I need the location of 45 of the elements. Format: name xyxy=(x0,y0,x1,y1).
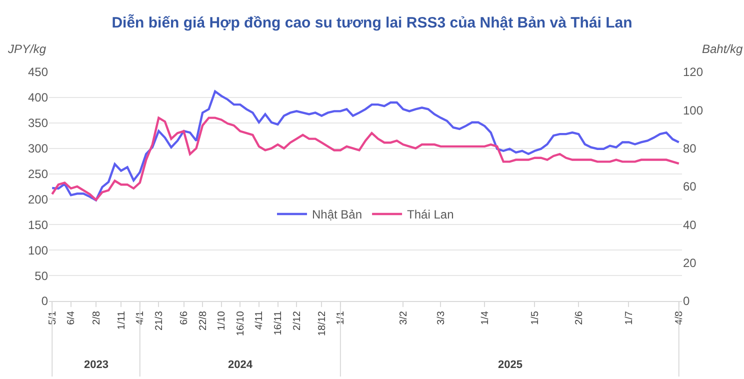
x-tick-label: 4/11 xyxy=(254,310,266,330)
y-axis-title: JPY/kg xyxy=(7,42,46,56)
legend-label: Thái Lan xyxy=(407,208,454,222)
x-tick-label: 1/11 xyxy=(116,310,128,330)
y2-tick-label: 100 xyxy=(683,103,704,118)
x-tick-label: 6/6 xyxy=(179,310,190,325)
x-tick-label: 6/4 xyxy=(66,310,78,325)
x-tick-label: 18/12 xyxy=(316,310,328,336)
y-tick-label: 100 xyxy=(28,243,48,258)
y-tick-label: 0 xyxy=(41,294,48,308)
chart-title: Diễn biến giá Hợp đồng cao su tương lai RSS3 của Nhật Bản và Thái Lan xyxy=(112,14,632,32)
x-tick-label: 21/3 xyxy=(154,310,165,330)
y2-tick-label: 120 xyxy=(683,65,704,80)
y2-axis-title: Baht/kg xyxy=(702,42,744,56)
x-tick-label: 1/4 xyxy=(480,310,491,325)
text: 2024 xyxy=(228,359,254,371)
x-tick-label: 16/10 xyxy=(235,310,246,336)
x-tick-label: 1/7 xyxy=(624,310,635,325)
x-tick-label: 2/8 xyxy=(91,310,102,325)
legend-label: Nhật Bản xyxy=(312,208,362,222)
x-tick-label: 16/11 xyxy=(273,310,284,336)
text: 2023 xyxy=(84,359,108,371)
y-tick-label: 450 xyxy=(28,65,48,80)
y-tick-label: 200 xyxy=(28,192,48,206)
y2-tick-label: 40 xyxy=(683,218,697,232)
y-tick-label: 300 xyxy=(28,142,48,156)
x-tick-label: 3/3 xyxy=(436,310,447,325)
y-tick-label: 350 xyxy=(28,116,48,130)
x-tick-label: 2/12 xyxy=(292,310,303,330)
x-tick-label: 22/8 xyxy=(198,310,209,330)
x-tick-label: 1/10 xyxy=(216,310,228,330)
x-tick-label: 1/5 xyxy=(530,310,541,325)
y2-tick-label: 80 xyxy=(683,142,697,156)
x-tick-label: 2/6 xyxy=(574,310,585,325)
y2-tick-label: 60 xyxy=(683,180,697,194)
y2-tick-label: 0 xyxy=(683,294,690,308)
x-tick-label: 3/2 xyxy=(398,310,410,325)
y2-tick-label: 20 xyxy=(683,256,697,270)
line-series xyxy=(51,116,680,201)
line-series xyxy=(51,90,680,202)
y-tick-label: 400 xyxy=(28,90,48,105)
text: 2025 xyxy=(498,359,522,371)
y-tick-label: 50 xyxy=(34,268,48,283)
y-tick-label: 250 xyxy=(28,166,48,181)
y-tick-label: 150 xyxy=(28,218,48,232)
